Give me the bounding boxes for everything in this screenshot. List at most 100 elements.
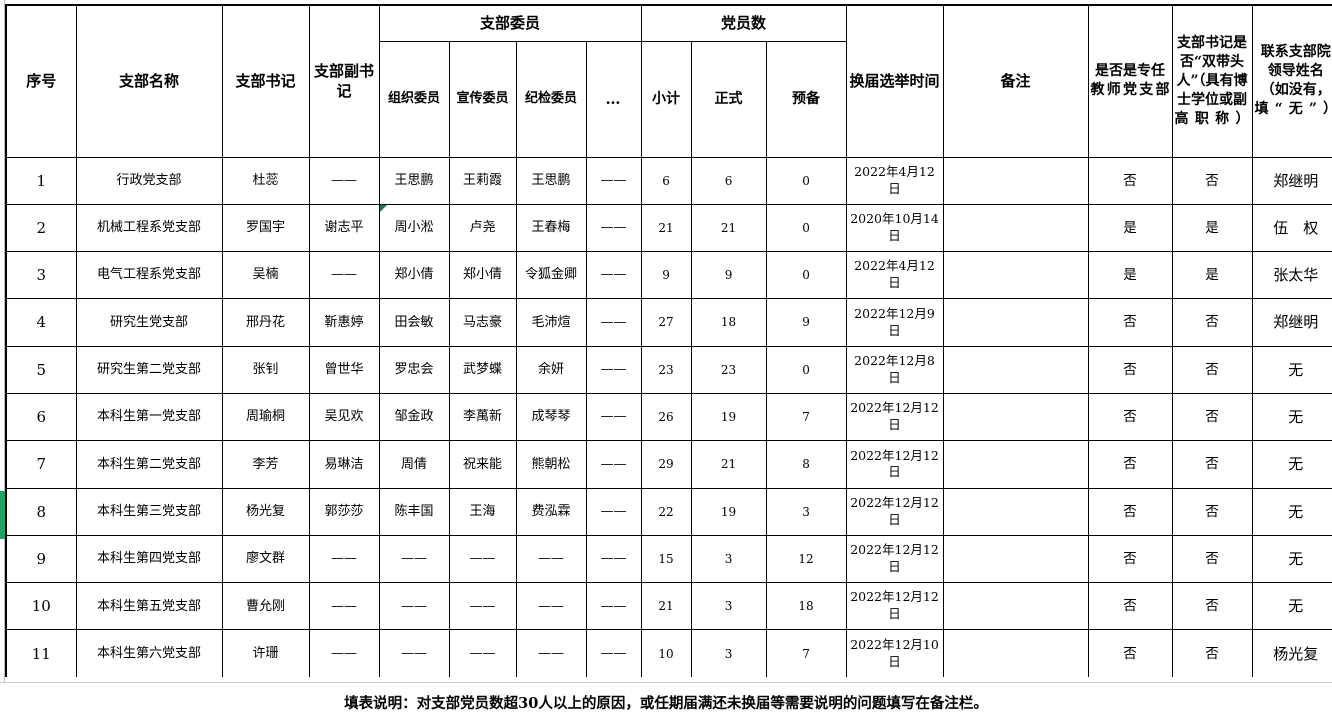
table-cell[interactable]: 2022年12月12日 [845, 534, 944, 584]
table-cell[interactable]: 6 [690, 156, 767, 205]
table-cell[interactable]: 杨光复 [221, 487, 310, 536]
table-cell[interactable]: 吴楠 [221, 251, 310, 300]
table-cell[interactable]: 田会敏 [378, 298, 450, 347]
header-formal[interactable]: 正式 [690, 40, 767, 158]
table-cell[interactable]: 成琴琴 [515, 392, 587, 442]
table-cell[interactable]: —— [585, 156, 642, 205]
table-cell[interactable]: 8 [765, 440, 847, 489]
table-cell[interactable]: 0 [765, 251, 847, 300]
table-cell[interactable]: 否 [1087, 156, 1173, 205]
table-cell[interactable] [942, 440, 1089, 489]
table-cell[interactable]: 0 [765, 345, 847, 394]
table-cell[interactable]: 19 [690, 392, 767, 442]
table-cell[interactable]: 研究生第二党支部 [75, 345, 223, 394]
table-cell[interactable]: 2022年12月12日 [845, 582, 944, 631]
table-cell[interactable]: —— [378, 534, 450, 584]
table-cell[interactable] [942, 203, 1089, 253]
table-cell[interactable]: 谢志平 [308, 203, 380, 253]
table-cell[interactable]: 曾世华 [308, 345, 380, 394]
table-cell[interactable]: 3 [765, 487, 847, 536]
row-number-cell[interactable]: 5 [5, 345, 77, 394]
table-cell[interactable]: 无 [1251, 582, 1332, 631]
table-cell[interactable]: 曹允刚 [221, 582, 310, 631]
header-subtotal[interactable]: 小计 [640, 40, 692, 158]
table-cell[interactable]: 陈丰国 [378, 487, 450, 536]
table-cell[interactable]: 12 [765, 534, 847, 584]
table-cell[interactable]: 张钊 [221, 345, 310, 394]
header-member-count-group[interactable]: 党员数 [640, 4, 847, 42]
table-cell[interactable]: 3 [690, 534, 767, 584]
table-cell[interactable]: 行政党支部 [75, 156, 223, 205]
row-number-cell[interactable]: 7 [5, 440, 77, 489]
table-cell[interactable]: —— [585, 582, 642, 631]
table-cell[interactable]: 王海 [448, 487, 517, 536]
table-cell[interactable]: 否 [1171, 440, 1253, 489]
table-cell[interactable]: 7 [765, 392, 847, 442]
table-cell[interactable]: 本科生第一党支部 [75, 392, 223, 442]
table-cell[interactable]: 3 [690, 629, 767, 678]
table-cell[interactable]: 电气工程系党支部 [75, 251, 223, 300]
table-cell[interactable]: 21 [690, 203, 767, 253]
table-cell[interactable]: 2022年4月12日 [845, 156, 944, 205]
table-cell[interactable]: —— [515, 582, 587, 631]
table-cell[interactable]: 无 [1251, 345, 1332, 394]
table-cell[interactable]: 罗忠会 [378, 345, 450, 394]
table-cell[interactable]: —— [585, 298, 642, 347]
table-cell[interactable]: 本科生第四党支部 [75, 534, 223, 584]
table-cell[interactable]: 否 [1087, 298, 1173, 347]
table-cell[interactable]: 18 [690, 298, 767, 347]
table-cell[interactable] [942, 298, 1089, 347]
table-cell[interactable]: —— [585, 487, 642, 536]
table-cell[interactable]: 无 [1251, 392, 1332, 442]
table-cell[interactable]: 许珊 [221, 629, 310, 678]
table-cell[interactable]: 周小淞 [378, 203, 450, 253]
table-cell[interactable]: —— [585, 440, 642, 489]
table-cell[interactable]: 6 [640, 156, 692, 205]
header-serial[interactable]: 序号 [5, 4, 77, 158]
table-cell[interactable]: 2022年4月12日 [845, 251, 944, 300]
table-cell[interactable]: 费泓霖 [515, 487, 587, 536]
table-cell[interactable]: 祝来能 [448, 440, 517, 489]
table-cell[interactable]: 杨光复 [1251, 629, 1332, 678]
table-cell[interactable]: 2020年10月14日 [845, 203, 944, 253]
table-cell[interactable]: 无 [1251, 487, 1332, 536]
table-cell[interactable]: 22 [640, 487, 692, 536]
table-cell[interactable]: 否 [1087, 392, 1173, 442]
table-cell[interactable] [942, 251, 1089, 300]
table-cell[interactable]: —— [448, 629, 517, 678]
table-cell[interactable]: 否 [1087, 440, 1173, 489]
table-cell[interactable]: 否 [1087, 582, 1173, 631]
table-cell[interactable]: 无 [1251, 440, 1332, 489]
table-cell[interactable]: —— [448, 534, 517, 584]
table-cell[interactable]: 邹金政 [378, 392, 450, 442]
table-cell[interactable]: 无 [1251, 534, 1332, 584]
table-cell[interactable]: 是 [1087, 203, 1173, 253]
table-cell[interactable]: 否 [1171, 582, 1253, 631]
table-cell[interactable]: 21 [640, 582, 692, 631]
table-cell[interactable]: 2022年12月12日 [845, 487, 944, 536]
table-cell[interactable]: 29 [640, 440, 692, 489]
header-contact-leader[interactable]: 联系支部院领导姓名（如没有，填“无”） [1251, 4, 1332, 158]
table-cell[interactable]: 27 [640, 298, 692, 347]
table-cell[interactable]: 罗国宇 [221, 203, 310, 253]
table-cell[interactable]: 郑小倩 [378, 251, 450, 300]
table-cell[interactable]: —— [308, 156, 380, 205]
table-cell[interactable] [942, 156, 1089, 205]
header-fulltime-teacher[interactable]: 是否是专任教师党支部 [1087, 4, 1173, 158]
table-cell[interactable]: 王莉霞 [448, 156, 517, 205]
table-cell[interactable]: 否 [1087, 629, 1173, 678]
table-cell[interactable]: 熊朝松 [515, 440, 587, 489]
table-cell[interactable]: 3 [690, 582, 767, 631]
table-cell[interactable]: 周倩 [378, 440, 450, 489]
table-cell[interactable]: —— [308, 251, 380, 300]
table-cell[interactable]: 否 [1087, 345, 1173, 394]
table-cell[interactable]: 26 [640, 392, 692, 442]
table-cell[interactable]: —— [308, 629, 380, 678]
table-cell[interactable]: —— [585, 203, 642, 253]
table-cell[interactable]: 19 [690, 487, 767, 536]
table-cell[interactable]: 郑继明 [1251, 298, 1332, 347]
table-cell[interactable]: —— [585, 629, 642, 678]
table-cell[interactable] [942, 582, 1089, 631]
row-number-cell[interactable]: 3 [5, 251, 77, 300]
table-cell[interactable]: 余妍 [515, 345, 587, 394]
